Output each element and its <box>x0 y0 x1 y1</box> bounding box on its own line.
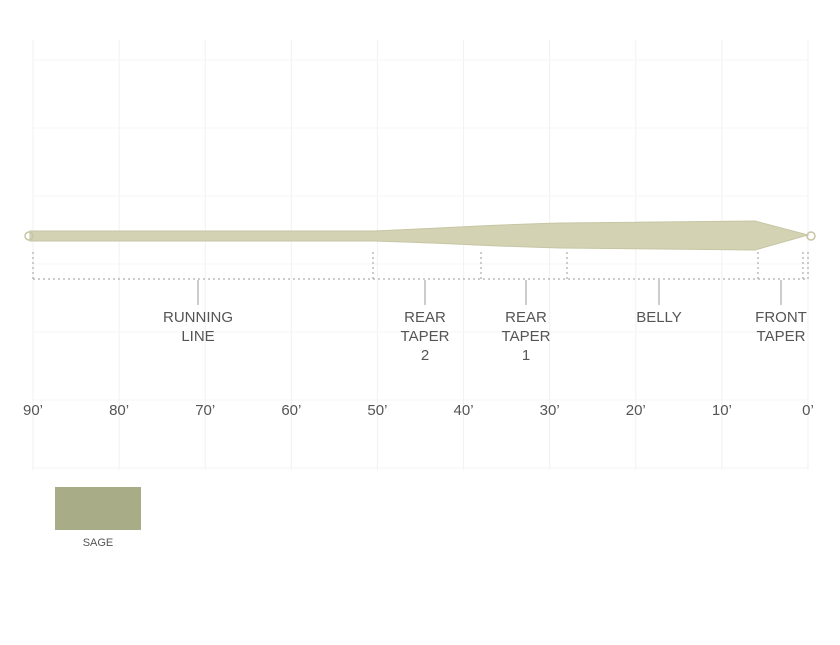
section-label: TAPER <box>757 328 806 345</box>
section-label: TAPER <box>502 328 551 345</box>
scale-label: 30’ <box>540 402 560 419</box>
section-label: 2 <box>421 347 429 364</box>
scale-label: 60’ <box>281 402 301 419</box>
loop-rear <box>24 231 34 241</box>
section-label: LINE <box>181 328 214 345</box>
fly-line <box>29 220 810 251</box>
background-grid <box>32 40 809 470</box>
color-swatch <box>55 487 141 530</box>
section-label: REAR <box>404 309 446 326</box>
section-label: RUNNING <box>163 309 233 326</box>
scale-label: 70’ <box>195 402 215 419</box>
scale-label: 90’ <box>23 402 43 419</box>
length-scale: 90’ 80’ 70’ 60’ 50’ 40’ 30’ 20’ 10’ 0’ <box>23 402 814 419</box>
scale-label: 80’ <box>109 402 129 419</box>
section-label: BELLY <box>636 309 682 326</box>
scale-label: 50’ <box>367 402 387 419</box>
section-labels: RUNNING LINE REAR TAPER 2 REAR TAPER 1 BELLY FRON… <box>163 280 807 364</box>
scale-label: 10’ <box>712 402 732 419</box>
section-label: FRONT <box>755 309 807 326</box>
scale-label: 0’ <box>802 402 814 419</box>
bracket-ticks <box>32 252 809 279</box>
section-label: 1 <box>522 347 530 364</box>
section-label: TAPER <box>401 328 450 345</box>
section-label: REAR <box>505 309 547 326</box>
scale-label: 40’ <box>454 402 474 419</box>
loop-front <box>806 231 816 241</box>
swatch-label: SAGE <box>83 537 114 549</box>
scale-label: 20’ <box>626 402 646 419</box>
